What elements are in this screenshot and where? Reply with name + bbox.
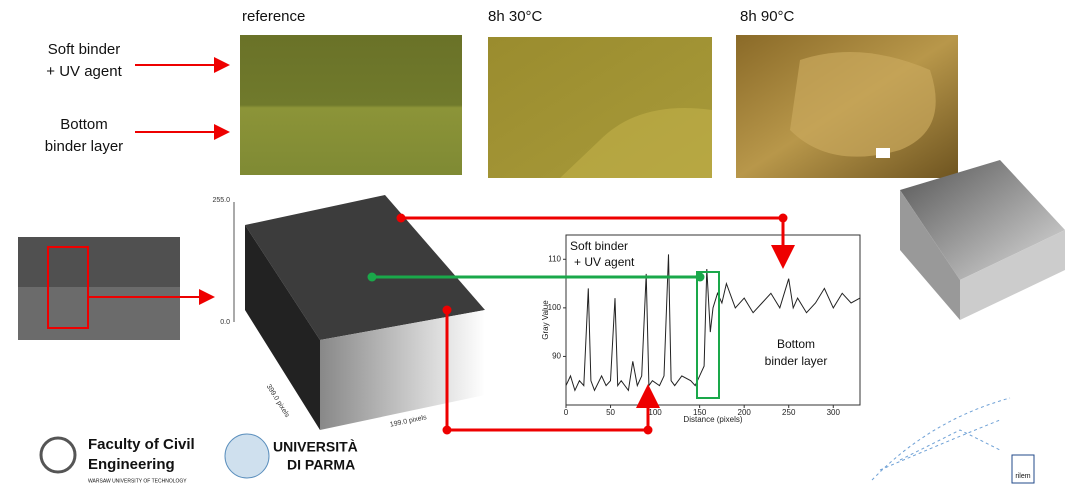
dot bbox=[397, 214, 406, 223]
logo-text: Faculty of Civil bbox=[88, 436, 195, 453]
dot bbox=[443, 306, 452, 315]
logo-text: Engineering bbox=[88, 456, 175, 473]
annotation: Soft binder bbox=[570, 239, 628, 253]
tick-label: 255.0 bbox=[212, 197, 230, 204]
dot bbox=[779, 214, 788, 223]
micrograph bbox=[240, 35, 462, 175]
logo-text: rilem bbox=[1015, 473, 1030, 480]
x-tick-label: 200 bbox=[738, 408, 752, 417]
x-tick-label: 100 bbox=[648, 408, 662, 417]
gray-image-top bbox=[18, 237, 180, 287]
axis-label: 399.0 pixels bbox=[265, 383, 291, 419]
logo-text: WARSAW UNIVERSITY OF TECHNOLOGY bbox=[88, 478, 187, 484]
row-label: binder layer bbox=[45, 138, 123, 155]
x-tick-label: 0 bbox=[564, 408, 569, 417]
slide: reference 8h 30°C 8h 90°C Soft binder + … bbox=[0, 0, 1076, 488]
y-tick-label: 100 bbox=[548, 303, 562, 312]
dot bbox=[644, 426, 653, 435]
dot bbox=[368, 273, 377, 282]
annotation: Bottom bbox=[777, 337, 815, 351]
frame bbox=[876, 148, 890, 158]
row-label: + UV agent bbox=[46, 63, 122, 80]
logo-emblem bbox=[41, 438, 75, 472]
page: {"column_labels": ["reference", "8h 30°C… bbox=[0, 0, 1076, 488]
x-tick-label: 300 bbox=[827, 408, 841, 417]
x-tick-label: 50 bbox=[606, 408, 615, 417]
y-tick-label: 90 bbox=[552, 352, 561, 361]
logo-emblem bbox=[225, 434, 269, 478]
annotation: + UV agent bbox=[574, 255, 635, 269]
row-label: Bottom bbox=[60, 116, 108, 133]
texture bbox=[790, 52, 936, 157]
column-label: reference bbox=[242, 8, 305, 25]
logo-text: UNIVERSITÀ bbox=[273, 439, 358, 455]
tick-label: 0.0 bbox=[220, 319, 230, 326]
x-tick-label: 250 bbox=[782, 408, 796, 417]
annotation: binder layer bbox=[765, 354, 828, 368]
column-label: 8h 30°C bbox=[488, 8, 543, 25]
y-tick-label: 110 bbox=[548, 254, 561, 263]
logo-text: DI PARMA bbox=[287, 457, 355, 473]
row-label: Soft binder bbox=[48, 41, 121, 58]
dot bbox=[443, 426, 452, 435]
column-label: 8h 90°C bbox=[740, 8, 795, 25]
x-tick-label: 150 bbox=[693, 408, 707, 417]
axis-label: 199.0 pixels bbox=[389, 414, 427, 429]
logo-net bbox=[872, 398, 1010, 480]
